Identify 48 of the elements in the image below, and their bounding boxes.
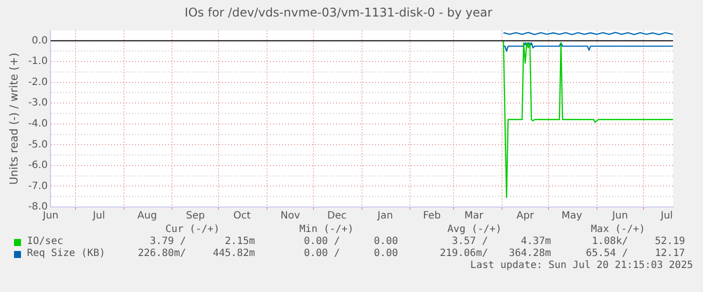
- text: 226.80m/: [136, 248, 186, 260]
- x-tick-label: Feb: [423, 210, 441, 222]
- x-tick-label: Sep: [186, 210, 205, 222]
- y-tick-label: 0.0: [32, 35, 48, 46]
- text: 12.17: [654, 248, 685, 260]
- text: Avg (-/+): [446, 224, 503, 236]
- x-tick-label: Dec: [327, 210, 347, 222]
- text: 219.06m/: [438, 248, 488, 260]
- x-tick-label: Jan: [376, 210, 393, 222]
- text: Min (-/+): [298, 224, 355, 236]
- text: 445.82m: [212, 248, 255, 260]
- x-tick-label: Jun: [42, 210, 59, 222]
- text: 364.28m: [508, 248, 551, 260]
- text: 0.00: [372, 236, 398, 248]
- x-tick-label: Jul: [660, 210, 673, 222]
- text: 65.54 /: [584, 248, 628, 260]
- text: 4.37m: [520, 236, 551, 248]
- x-tick-label: Nov: [280, 210, 300, 222]
- x-tick-label: May: [562, 210, 582, 222]
- y-tick-label: -4.0: [28, 118, 48, 130]
- y-tick-label: -3.0: [28, 98, 48, 109]
- y-axis-title: Units read (-) / write (+): [7, 52, 20, 185]
- y-tick-label: -2.0: [28, 76, 48, 88]
- x-tick-label: Jun: [611, 210, 628, 222]
- x-tick-label: Mar: [464, 210, 484, 222]
- legend-label: Req Size (KB): [27, 248, 106, 260]
- text: 0.00 /: [302, 248, 340, 260]
- text: 52.19: [654, 236, 685, 248]
- text: 0.00 /: [302, 236, 340, 248]
- x-tick-label: Apr: [516, 210, 535, 222]
- text: Max (-/+): [590, 224, 646, 236]
- x-tick-label: Aug: [137, 210, 157, 222]
- text: 1.08k/: [590, 236, 628, 248]
- y-tick-label: -5.0: [28, 139, 48, 150]
- text: Cur (-/+): [164, 224, 221, 236]
- text: 3.57 /: [450, 236, 488, 248]
- text: 0.00: [372, 248, 398, 260]
- legend-label: IO/sec: [27, 236, 64, 248]
- chart-title: IOs for /dev/vds-nvme-03/vm-1131-disk-0 - by year: [184, 5, 492, 20]
- y-tick-label: -7.0: [28, 180, 48, 192]
- x-tick-label: Jul: [92, 210, 105, 222]
- y-tick-label: -6.0: [28, 160, 48, 172]
- y-tick-label: -8.0: [28, 202, 48, 213]
- text: 2.15m: [224, 236, 255, 248]
- text: Last update: Sun Jul 20 21:15:03 2025: [469, 260, 694, 272]
- y-tick-label: -1.0: [28, 56, 48, 68]
- text: 3.79 /: [148, 236, 186, 248]
- x-tick-label: Oct: [233, 210, 251, 222]
